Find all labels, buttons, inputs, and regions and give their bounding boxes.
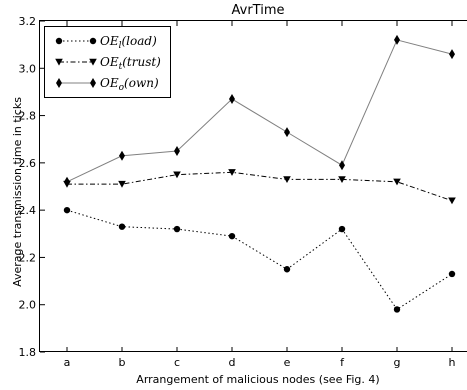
legend-marker-left (55, 58, 63, 66)
y-tick-label: 1.8 (19, 346, 37, 359)
legend-marker-left (55, 37, 63, 45)
legend-item-2: OEt(trust) (55, 55, 161, 72)
series-2-point-f (338, 176, 346, 184)
series-3-point-f (339, 160, 345, 171)
series-2-point-g (393, 178, 401, 186)
legend-label: OEl(load) (100, 34, 157, 51)
y-axis-label: Average transmission time in ticks (11, 97, 24, 287)
legend-item-1: OEl(load) (55, 34, 157, 51)
series-1-point-h (448, 270, 456, 278)
series-2-point-c (173, 171, 181, 179)
x-tick-label: h (449, 356, 456, 369)
series-3-point-b (119, 150, 125, 161)
x-tick-label: a (64, 356, 71, 369)
series-1-point-d (228, 232, 236, 240)
legend-label: OEt(trust) (100, 55, 161, 72)
legend-item-3: OEo(own) (56, 76, 159, 93)
series-1-point-a (63, 206, 71, 214)
series-3-point-g (394, 34, 400, 45)
x-tick-label: f (340, 356, 345, 369)
legend-label: OEo(own) (100, 76, 159, 93)
x-tick-label: g (394, 356, 401, 369)
legend-marker-right (89, 58, 97, 66)
plot-lines (66, 39, 453, 311)
series-2-point-b (118, 180, 126, 188)
plot-frame (39, 20, 467, 352)
series-1-point-f (338, 225, 346, 233)
x-tick-label: b (119, 356, 126, 369)
series-2-point-h (448, 197, 456, 205)
y-tick-label: 2.8 (19, 110, 37, 123)
x-axis-label: Arrangement of malicious nodes (see Fig.… (136, 373, 379, 386)
y-tick-label: 3.0 (19, 62, 37, 75)
series-2-line (67, 171, 453, 202)
series-2-point-d (228, 169, 236, 176)
series-3-point-a (64, 176, 70, 187)
plot-markers (63, 34, 456, 313)
series-3-point-h (449, 49, 455, 60)
x-tick-label: d (229, 356, 236, 369)
series-1-point-b (118, 223, 126, 230)
y-tick-label: 2.2 (19, 251, 37, 264)
x-tick-label: e (284, 356, 291, 369)
series-1-point-e (283, 266, 291, 273)
x-tick-label: c (174, 356, 180, 369)
series-1-point-g (393, 306, 401, 313)
chart-title: AvrTime (232, 3, 285, 18)
series-3-point-e (284, 127, 290, 138)
legend: OEl(load) OEt(trust) OEo(own) (44, 26, 171, 98)
y-tick-label: 2.0 (19, 299, 37, 312)
y-tick-label: 3.2 (19, 15, 37, 28)
legend-marker-right (89, 37, 97, 45)
y-tick-label: 2.4 (19, 204, 37, 217)
series-3-point-d (229, 94, 235, 105)
series-2-point-e (283, 176, 291, 184)
legend-marker-right (90, 78, 96, 88)
series-1-point-c (173, 225, 181, 233)
y-tick-label: 2.6 (19, 157, 37, 170)
x-axis-ticks: a b c d e f g h (64, 21, 456, 369)
series-1-line (66, 209, 453, 311)
series-3-point-c (174, 146, 180, 157)
legend-marker-left (56, 78, 62, 88)
series-3-line (66, 39, 453, 183)
legend-box (44, 26, 171, 98)
y-axis-ticks: 1.8 2.0 2.2 2.4 2.6 2.8 3.0 3.2 (19, 15, 45, 359)
